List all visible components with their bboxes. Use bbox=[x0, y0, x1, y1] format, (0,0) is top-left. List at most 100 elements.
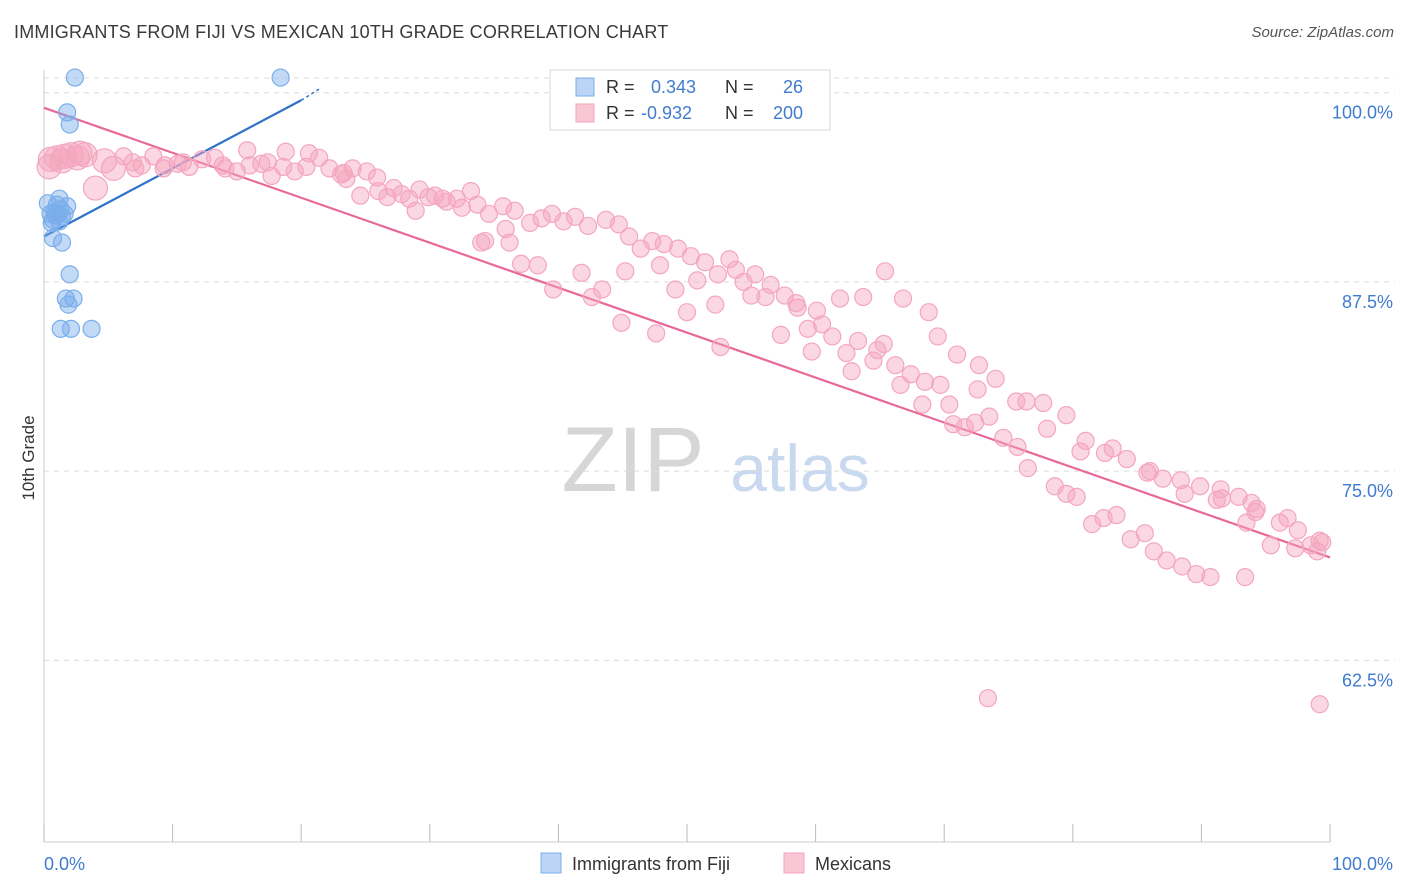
fiji-point[interactable] bbox=[42, 213, 61, 232]
mexican-point[interactable] bbox=[708, 265, 727, 284]
mexican-point[interactable] bbox=[1135, 524, 1154, 543]
mexican-point[interactable] bbox=[582, 287, 601, 307]
mexican-point[interactable] bbox=[1067, 487, 1086, 506]
mexican-point[interactable] bbox=[1057, 484, 1076, 503]
fiji-point[interactable] bbox=[52, 233, 72, 252]
mexican-point[interactable] bbox=[512, 254, 531, 273]
mexican-point[interactable] bbox=[1175, 484, 1194, 503]
mexican-point[interactable] bbox=[472, 233, 491, 252]
mexican-point[interactable] bbox=[1201, 567, 1220, 587]
mexican-point[interactable] bbox=[802, 342, 821, 361]
mexican-point[interactable] bbox=[1008, 437, 1027, 457]
fiji-point[interactable] bbox=[58, 197, 77, 216]
mexican-point[interactable] bbox=[593, 280, 612, 299]
mexican-point[interactable] bbox=[1157, 551, 1176, 570]
legend-swatch-fiji[interactable] bbox=[540, 852, 562, 874]
fiji-point[interactable] bbox=[60, 115, 79, 134]
mexican-point[interactable] bbox=[913, 395, 932, 414]
mexican-point[interactable] bbox=[1278, 508, 1297, 528]
mexican-point[interactable] bbox=[1246, 502, 1265, 522]
mexican-point[interactable] bbox=[1071, 442, 1090, 461]
mexican-point[interactable] bbox=[830, 289, 850, 308]
legend-label-mexicans[interactable]: Mexicans bbox=[815, 854, 891, 874]
mexican-point[interactable] bbox=[1140, 462, 1160, 481]
mexican-point[interactable] bbox=[452, 198, 472, 217]
mexican-point[interactable] bbox=[496, 219, 515, 239]
mexican-point[interactable] bbox=[666, 280, 685, 299]
mexican-point[interactable] bbox=[812, 315, 832, 334]
mexican-point[interactable] bbox=[238, 141, 257, 160]
mexican-point[interactable] bbox=[1187, 564, 1206, 584]
mexican-point[interactable] bbox=[91, 148, 118, 174]
mexican-point[interactable] bbox=[868, 340, 887, 360]
mexican-point[interactable] bbox=[297, 157, 316, 176]
mexican-point[interactable] bbox=[695, 253, 715, 272]
mexican-point[interactable] bbox=[823, 327, 842, 346]
fiji-point[interactable] bbox=[50, 189, 69, 208]
mexican-point[interactable] bbox=[357, 162, 376, 181]
mexican-point[interactable] bbox=[609, 215, 628, 234]
mexican-point[interactable] bbox=[771, 325, 790, 345]
mexican-point[interactable] bbox=[566, 207, 585, 226]
mexican-point[interactable] bbox=[1117, 449, 1136, 469]
mexican-point[interactable] bbox=[928, 327, 947, 346]
mexican-point[interactable] bbox=[1310, 531, 1329, 550]
mexican-point[interactable] bbox=[334, 163, 353, 183]
fiji-point[interactable] bbox=[82, 319, 101, 338]
mexican-point[interactable] bbox=[82, 175, 109, 201]
mexican-point[interactable] bbox=[986, 369, 1005, 388]
mexican-point[interactable] bbox=[154, 159, 173, 178]
mexican-point[interactable] bbox=[36, 154, 62, 180]
fiji-point[interactable] bbox=[60, 265, 79, 284]
mexican-point[interactable] bbox=[1191, 477, 1210, 496]
mexican-point[interactable] bbox=[1107, 505, 1126, 525]
mexican-point[interactable] bbox=[258, 153, 277, 172]
mexican-point[interactable] bbox=[433, 189, 452, 208]
legend-label-fiji[interactable]: Immigrants from Fiji bbox=[572, 854, 730, 874]
mexican-point[interactable] bbox=[554, 212, 573, 231]
mexican-point[interactable] bbox=[1076, 431, 1095, 450]
mexican-point[interactable] bbox=[528, 256, 547, 275]
mexican-point[interactable] bbox=[320, 159, 339, 178]
mexican-point[interactable] bbox=[1173, 557, 1192, 576]
mexican-point[interactable] bbox=[994, 428, 1013, 447]
mexican-point[interactable] bbox=[980, 407, 999, 426]
mexican-point[interactable] bbox=[252, 154, 271, 173]
fiji-point[interactable] bbox=[271, 68, 290, 87]
mexican-point[interactable] bbox=[919, 303, 938, 322]
mexican-point[interactable] bbox=[742, 286, 761, 305]
mexican-point[interactable] bbox=[940, 395, 959, 414]
mexican-point[interactable] bbox=[299, 144, 319, 163]
mexican-point[interactable] bbox=[1288, 521, 1307, 540]
fiji-point[interactable] bbox=[59, 295, 78, 314]
mexican-point[interactable] bbox=[544, 280, 563, 299]
mexican-point[interactable] bbox=[1286, 539, 1305, 558]
mexican-point[interactable] bbox=[1144, 542, 1163, 561]
mexican-point[interactable] bbox=[891, 375, 910, 394]
mexican-point[interactable] bbox=[968, 380, 987, 399]
mexican-point[interactable] bbox=[1207, 490, 1226, 509]
mexican-point[interactable] bbox=[378, 188, 397, 207]
mexican-point[interactable] bbox=[1211, 480, 1230, 499]
mexican-point[interactable] bbox=[706, 295, 725, 314]
mexican-point[interactable] bbox=[756, 287, 775, 307]
mexican-point[interactable] bbox=[837, 343, 856, 363]
mexican-point[interactable] bbox=[126, 159, 145, 178]
mexican-point[interactable] bbox=[650, 256, 670, 275]
mexican-point[interactable] bbox=[720, 250, 739, 269]
mexican-point[interactable] bbox=[787, 294, 806, 313]
mexican-point[interactable] bbox=[1310, 695, 1329, 714]
mexican-point[interactable] bbox=[947, 345, 967, 364]
mexican-point[interactable] bbox=[798, 319, 817, 338]
mexican-point[interactable] bbox=[643, 231, 662, 251]
mexican-point[interactable] bbox=[1236, 567, 1255, 587]
mexican-point[interactable] bbox=[578, 216, 598, 236]
mexican-point[interactable] bbox=[944, 415, 963, 434]
mexican-point[interactable] bbox=[285, 162, 304, 181]
mexican-point[interactable] bbox=[848, 331, 868, 351]
mexican-point[interactable] bbox=[677, 303, 697, 322]
mexican-point[interactable] bbox=[969, 356, 989, 375]
mexican-point[interactable] bbox=[647, 324, 666, 343]
mexican-point[interactable] bbox=[461, 181, 481, 201]
fiji-point[interactable] bbox=[65, 68, 84, 87]
